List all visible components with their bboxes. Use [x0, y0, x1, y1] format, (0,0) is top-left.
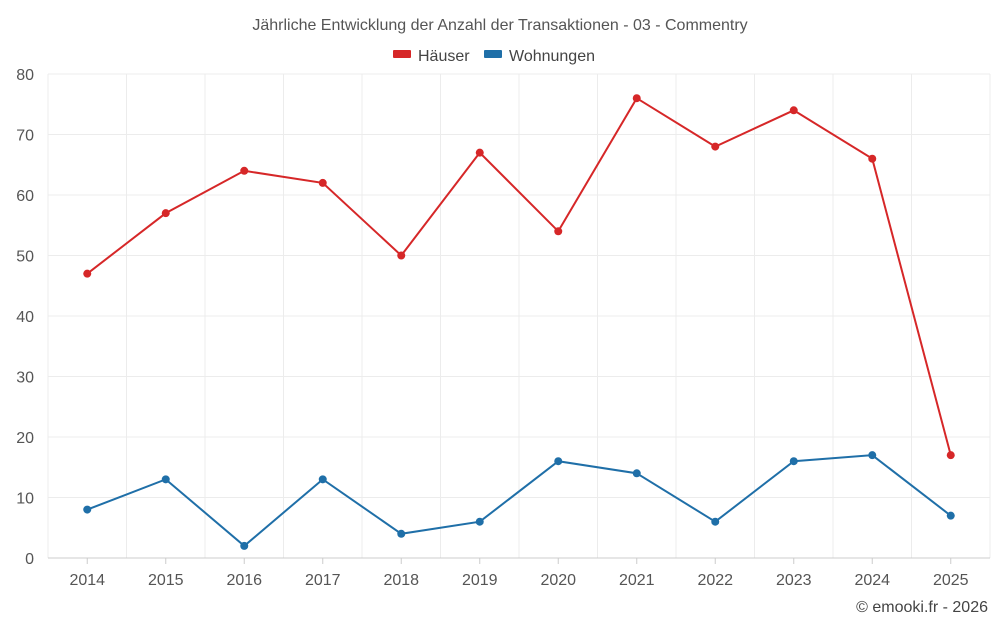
x-tick-label: 2023 — [776, 572, 812, 589]
legend-swatch-wohnungen — [484, 50, 502, 58]
data-point-wohnungen[interactable] — [868, 451, 877, 460]
x-tick-label: 2025 — [933, 572, 969, 589]
data-point-haeuser[interactable] — [711, 142, 720, 151]
data-point-wohnungen[interactable] — [318, 475, 327, 484]
y-tick-label: 50 — [16, 249, 34, 266]
data-point-wohnungen[interactable] — [554, 457, 563, 466]
chart-title: Jährliche Entwicklung der Anzahl der Tra… — [252, 17, 747, 34]
x-tick-label: 2024 — [854, 572, 890, 589]
data-point-haeuser[interactable] — [161, 209, 170, 218]
y-tick-label: 30 — [16, 370, 34, 387]
data-point-haeuser[interactable] — [240, 166, 249, 175]
data-point-haeuser[interactable] — [789, 106, 798, 115]
x-tick-label: 2021 — [619, 572, 655, 589]
data-point-haeuser[interactable] — [946, 451, 955, 460]
legend-item-haeuser[interactable]: Häuser — [393, 48, 470, 65]
x-tick-label: 2018 — [383, 572, 419, 589]
grid — [47, 73, 991, 558]
y-tick-label: 0 — [25, 551, 34, 568]
data-point-wohnungen[interactable] — [240, 541, 249, 550]
legend-swatch-haeuser — [393, 50, 411, 58]
y-tick-label: 80 — [16, 67, 34, 84]
x-tick-label: 2014 — [69, 572, 105, 589]
x-tick-label: 2016 — [226, 572, 262, 589]
y-tick-label: 20 — [16, 430, 34, 447]
data-point-wohnungen[interactable] — [475, 517, 484, 526]
data-point-wohnungen[interactable] — [789, 457, 798, 466]
data-point-haeuser[interactable] — [475, 148, 484, 157]
x-tick-label: 2019 — [462, 572, 498, 589]
copyright-text: © emooki.fr - 2026 — [856, 599, 988, 616]
data-point-haeuser[interactable] — [397, 251, 406, 260]
series-line-wohnungen — [86, 454, 952, 548]
x-tick-label: 2017 — [305, 572, 341, 589]
data-point-wohnungen[interactable] — [397, 529, 406, 538]
data-point-wohnungen[interactable] — [83, 505, 92, 514]
y-tick-label: 40 — [16, 309, 34, 326]
legend[interactable]: Häuser Wohnungen — [393, 48, 595, 65]
y-tick-label: 60 — [16, 188, 34, 205]
data-point-haeuser[interactable] — [83, 269, 92, 278]
legend-label-wohnungen: Wohnungen — [509, 48, 595, 65]
data-point-wohnungen[interactable] — [946, 511, 955, 520]
series-line-haeuser — [86, 96, 952, 456]
data-point-haeuser[interactable] — [632, 94, 641, 103]
data-point-haeuser[interactable] — [554, 227, 563, 236]
x-tick-label: 2015 — [148, 572, 184, 589]
data-point-wohnungen[interactable] — [632, 469, 641, 478]
data-point-wohnungen[interactable] — [711, 517, 720, 526]
y-tick-label: 70 — [16, 128, 34, 145]
series — [83, 94, 955, 550]
legend-item-wohnungen[interactable]: Wohnungen — [484, 48, 595, 65]
x-tick-label: 2022 — [697, 572, 733, 589]
x-tick-label: 2020 — [540, 572, 576, 589]
axes: 0 10 20 30 40 50 60 70 80 2014 2015 2016 2017 2018 201… — [16, 67, 990, 589]
data-point-wohnungen[interactable] — [161, 475, 170, 484]
legend-label-haeuser: Häuser — [418, 48, 470, 65]
data-point-haeuser[interactable] — [868, 154, 877, 163]
y-tick-label: 10 — [16, 491, 34, 508]
data-point-haeuser[interactable] — [318, 178, 327, 187]
